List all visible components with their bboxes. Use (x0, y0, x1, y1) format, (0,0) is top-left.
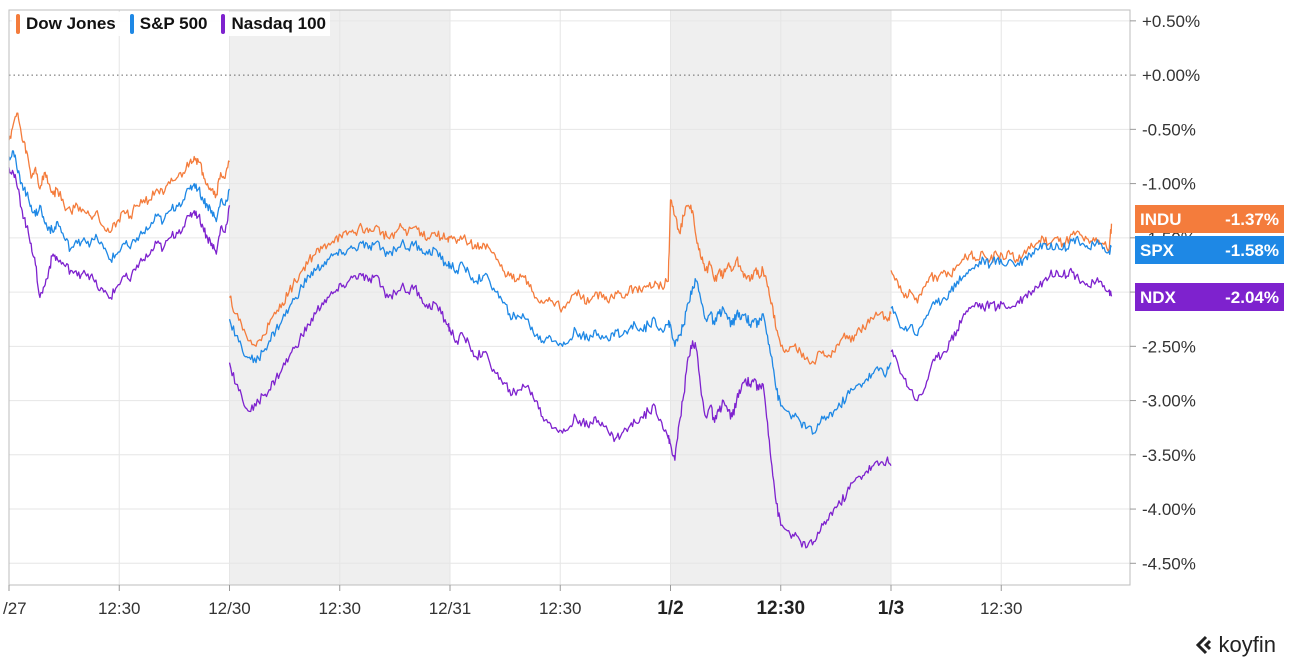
x-tick-label: 12/30 (208, 599, 251, 618)
legend-label: Dow Jones (26, 14, 116, 33)
legend-label: S&P 500 (139, 14, 208, 33)
logo-text: koyfin (1218, 632, 1276, 657)
value-tag-value: -1.37% (1225, 210, 1279, 229)
x-tick-label: 1/3 (878, 598, 904, 619)
y-tick-label: +0.00% (1142, 66, 1200, 85)
value-tag-ndx (1135, 283, 1284, 311)
series-lines (8, 112, 1113, 549)
legend-swatch (16, 14, 20, 34)
y-tick-label: -1.00% (1142, 175, 1196, 194)
series-line-ndx (8, 167, 1113, 549)
value-tag-indu (1135, 205, 1284, 233)
grid-lines (8, 10, 1130, 585)
y-tick-label: -4.00% (1142, 500, 1196, 519)
legend-label: Nasdaq 100 (231, 14, 326, 33)
y-tick-label: -3.00% (1142, 392, 1196, 411)
value-tags: INDU -1.37% SPX -1.58% NDX -2.04% (1135, 205, 1284, 311)
series-line-indu (8, 112, 1113, 365)
value-tag-value: -1.58% (1225, 241, 1279, 260)
x-tick-label: /27 (3, 599, 27, 618)
value-tag-value: -2.04% (1225, 288, 1279, 307)
value-tag-spx (1135, 236, 1284, 264)
x-tick-label: 12:30 (980, 599, 1023, 618)
y-tick-label: -2.50% (1142, 337, 1196, 356)
y-tick-label: -3.50% (1142, 446, 1196, 465)
legend-item-nasdaq[interactable]: Nasdaq 100 (221, 14, 326, 34)
series-line-spx (8, 150, 1112, 435)
legend: Dow Jones S&P 500 Nasdaq 100 (12, 12, 330, 36)
x-tick-label: 1/2 (657, 598, 683, 619)
x-tick-label: 12/31 (429, 599, 472, 618)
y-tick-label: -0.50% (1142, 120, 1196, 139)
plot-border (8, 9, 1131, 586)
value-tag-ticker: SPX (1140, 241, 1175, 260)
y-tick-label: -4.50% (1142, 554, 1196, 573)
x-tick-label: 12:30 (318, 599, 361, 618)
y-tick-label: +0.50% (1142, 12, 1200, 31)
koyfin-logo: koyfin (1193, 632, 1276, 658)
value-tag-ticker: NDX (1140, 288, 1177, 307)
x-axis: /27 12:30 12/30 12:30 12/31 12:30 1/2 12:30 1/3 1… (3, 585, 1023, 619)
x-tick-label: 12:30 (756, 598, 805, 619)
koyfin-logo-icon (1195, 635, 1211, 655)
value-tag-ticker: INDU (1140, 210, 1182, 229)
x-tick-label: 12:30 (539, 599, 582, 618)
legend-item-sp500[interactable]: S&P 500 (129, 14, 208, 34)
legend-item-dow[interactable]: Dow Jones (16, 14, 116, 34)
legend-swatch (221, 14, 226, 34)
legend-swatch (129, 14, 134, 34)
plot-frame (8, 9, 1131, 586)
x-tick-label: 12:30 (98, 599, 141, 618)
